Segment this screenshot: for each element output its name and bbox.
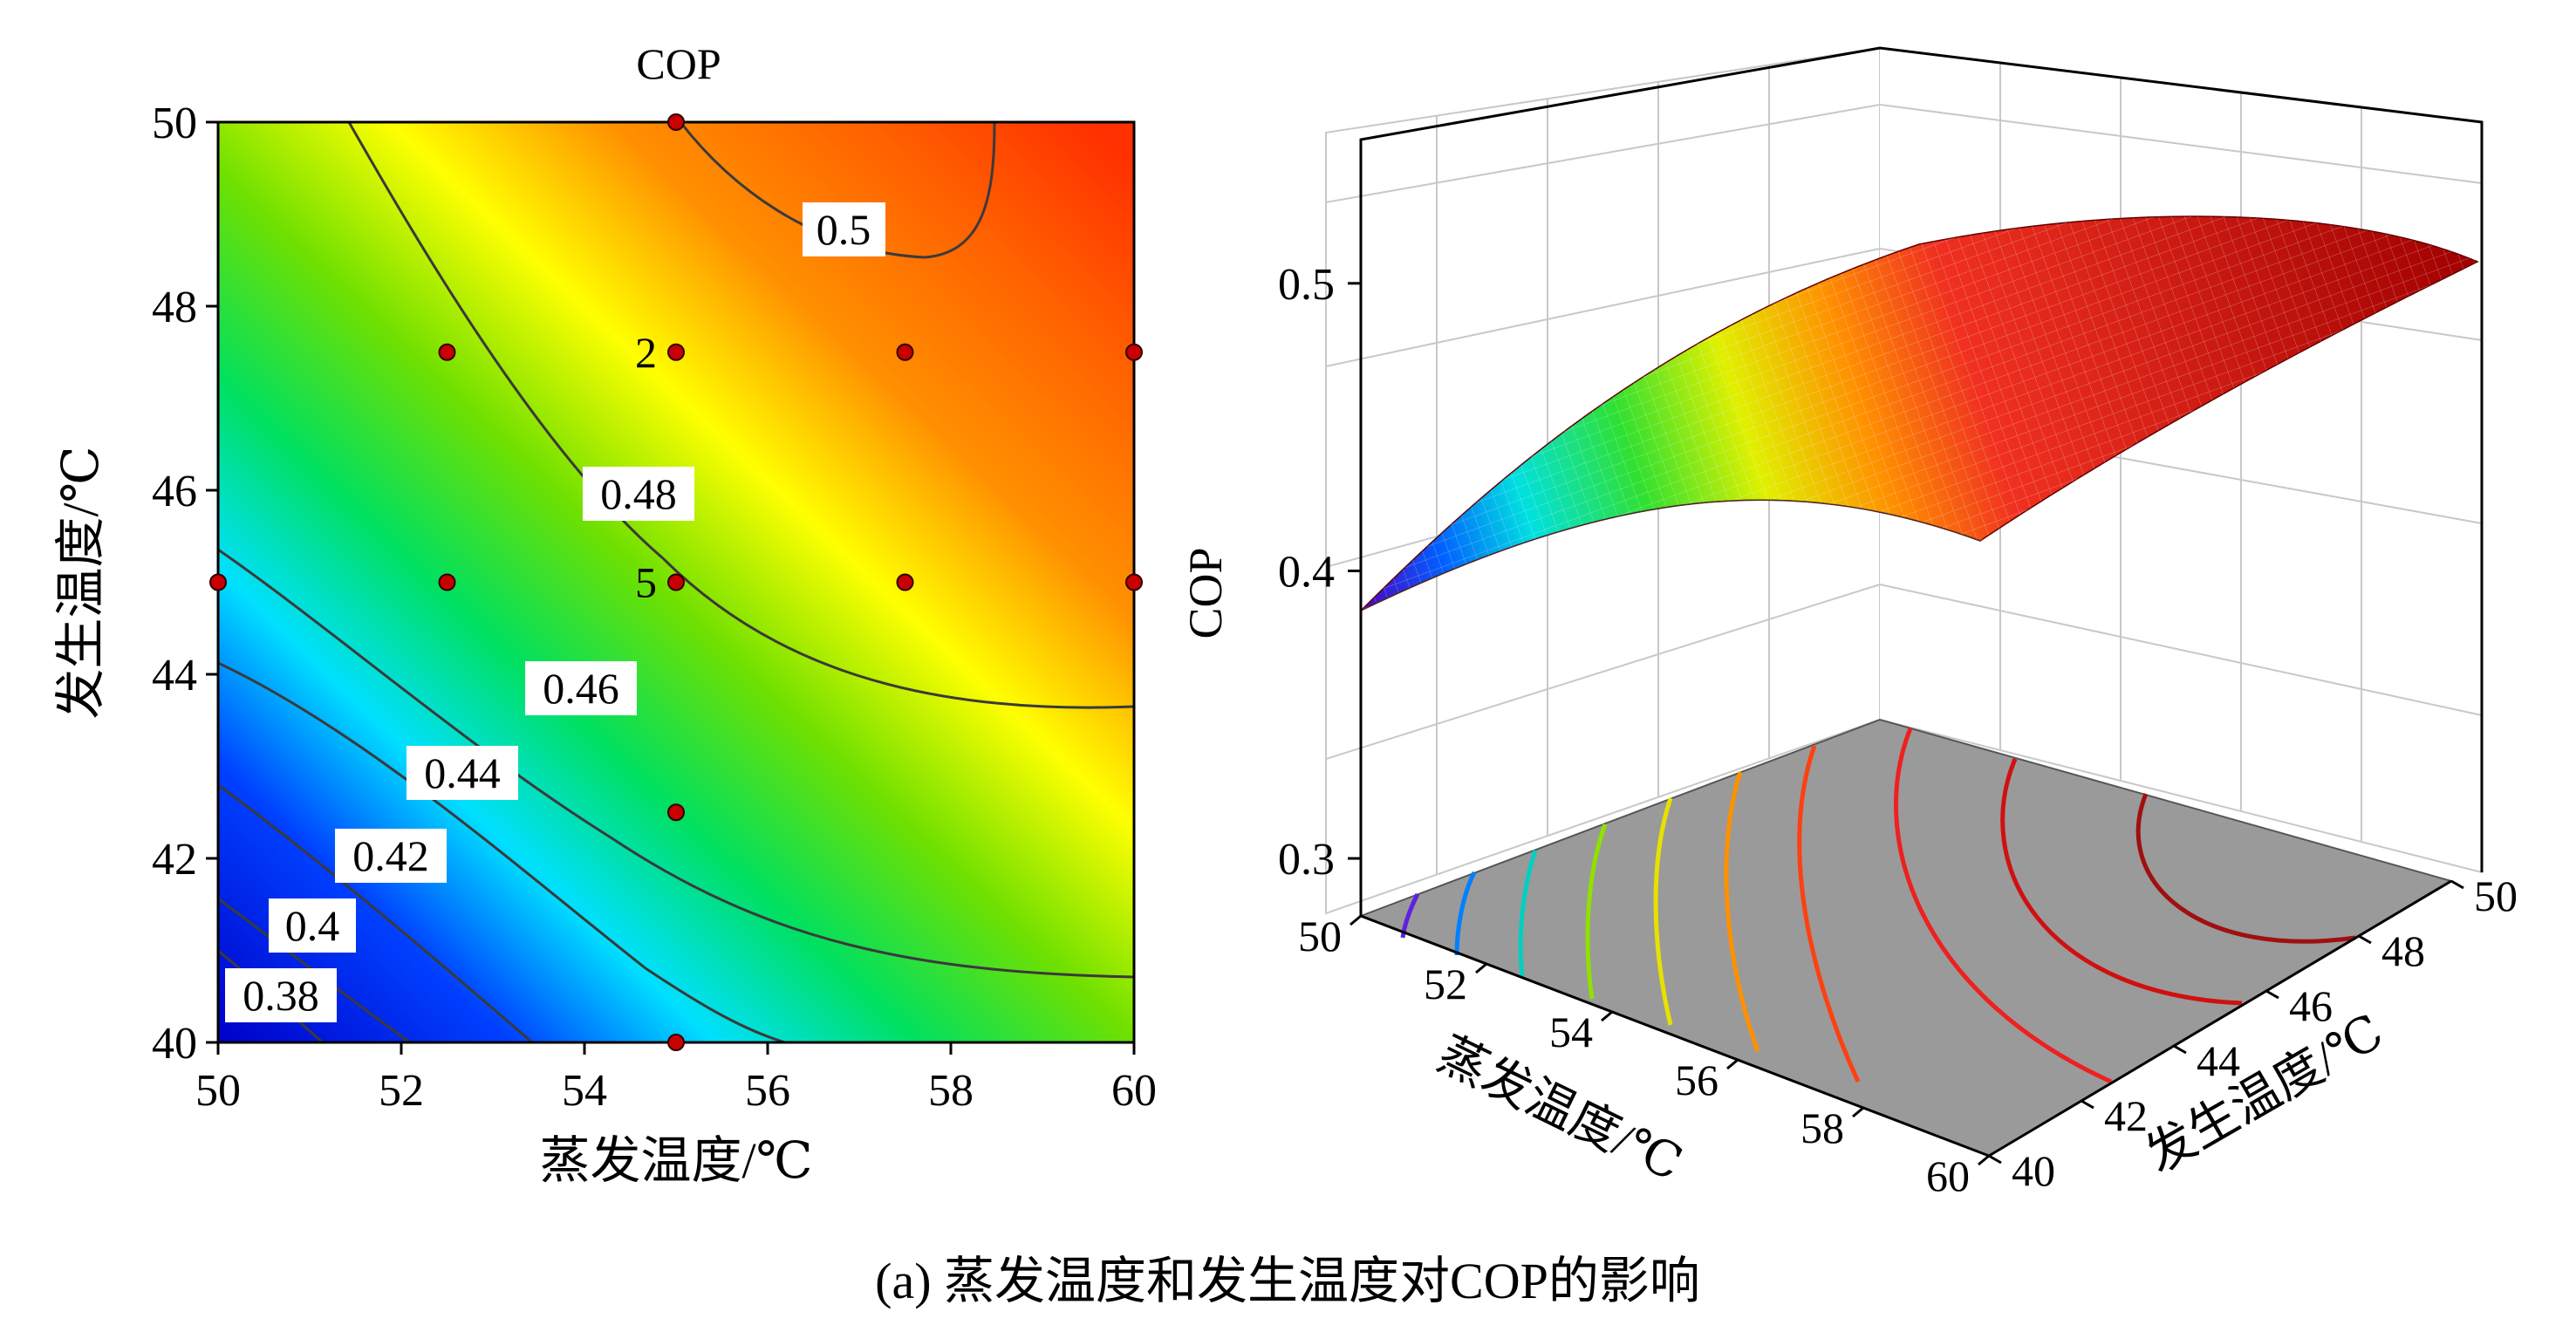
point-count-label: 5 (635, 558, 657, 607)
design-point (667, 803, 685, 822)
contour-0.48 (347, 122, 1134, 709)
surface-x-tick-label: 50 (1298, 912, 1342, 960)
point-labels: 25 (635, 328, 657, 607)
x-tick-label: 50 (195, 1066, 241, 1116)
design-point (896, 573, 914, 591)
contour-label-0.44: 0.44 (424, 748, 501, 797)
z-tick-label: 0.3 (1278, 835, 1335, 885)
surface-z-ticks: 0.3 0.4 0.5 (1278, 260, 1361, 885)
contour-level-labels: 0.5 0.48 0.46 0.44 0.42 0.4 0.38 (225, 202, 885, 1022)
contour-label-0.4: 0.4 (285, 901, 340, 950)
surface-x-tick-label: 52 (1424, 960, 1467, 1008)
x-tick-label: 54 (562, 1066, 607, 1116)
surface-y-tick-mark (2450, 879, 2464, 890)
contour-label-0.42: 0.42 (352, 831, 429, 880)
surface-y-tick-label: 48 (2381, 926, 2425, 975)
design-point (667, 573, 685, 591)
surface-x-tick-label: 60 (1926, 1151, 1970, 1200)
surface-y-tick-mark (2265, 989, 2279, 1000)
contour-0.46 (218, 548, 1134, 979)
surface-y-tick-label: 40 (2012, 1146, 2055, 1195)
contour-0.44 (218, 661, 786, 1042)
y-tick-label: 48 (152, 283, 197, 332)
design-point (1125, 343, 1143, 361)
surface-y-tick-label: 44 (2197, 1036, 2240, 1085)
surface-x-tick-mark (1978, 1154, 1990, 1166)
surface-z-axis-label: COP (1179, 547, 1232, 639)
contour-x-axis-label: 蒸发温度/℃ (540, 1132, 813, 1189)
surface-y-ticks: 40 42 44 46 48 50 (1988, 871, 2518, 1195)
contour-x-ticks: 50 52 54 56 58 60 (195, 1042, 1157, 1116)
surface-x-tick-mark (1475, 962, 1487, 974)
surface-x-tick-label: 58 (1800, 1103, 1844, 1152)
design-point (1125, 573, 1143, 591)
surface-y-tick-label: 46 (2289, 981, 2333, 1030)
design-point (667, 1034, 685, 1051)
floor-contours (1400, 728, 2356, 1084)
surface-x-tick-mark (1349, 914, 1362, 926)
contour-y-axis-label: 发生温度/℃ (52, 447, 109, 720)
design-point (209, 573, 227, 591)
surface-x-tick-mark (1726, 1058, 1739, 1070)
surface-y-tick-mark (2358, 934, 2372, 945)
design-point (896, 343, 914, 361)
z-tick-label: 0.4 (1278, 547, 1335, 597)
x-tick-label: 60 (1111, 1066, 1157, 1116)
contour-label-0.5: 0.5 (817, 205, 871, 254)
contour-title: COP (636, 39, 721, 88)
design-points (209, 113, 1143, 1051)
surface-y-tick-mark (1988, 1154, 2002, 1165)
contour-chart: COP 0.5 0.48 0.46 0.44 0 (52, 39, 1157, 1189)
design-point (667, 343, 685, 361)
surface-x-tick-mark (1601, 1010, 1613, 1022)
contour-0.50 (679, 122, 996, 259)
y-tick-label: 42 (152, 835, 197, 885)
design-point (438, 343, 456, 361)
y-tick-label: 44 (152, 651, 197, 700)
x-tick-label: 58 (928, 1066, 974, 1116)
surface-x-tick-label: 56 (1675, 1055, 1718, 1104)
surface-y-tick-mark (2173, 1044, 2187, 1055)
figure-caption: (a) 蒸发温度和发生温度对COP的影响 (875, 1253, 1700, 1309)
contour-label-0.46: 0.46 (543, 664, 619, 713)
x-tick-label: 52 (379, 1066, 424, 1116)
contour-label-0.38: 0.38 (243, 971, 319, 1020)
point-count-label: 2 (635, 328, 657, 377)
contour-0.42 (218, 783, 533, 1042)
surface-y-tick-label: 42 (2104, 1091, 2148, 1140)
cop-surface (1360, 215, 2479, 611)
surface-y-tick-mark (2081, 1099, 2094, 1110)
y-tick-label: 40 (152, 1019, 197, 1069)
z-tick-label: 0.5 (1278, 260, 1335, 310)
contour-y-ticks: 40 42 44 46 48 50 (152, 99, 218, 1069)
y-tick-label: 50 (152, 99, 197, 148)
x-tick-label: 56 (745, 1066, 790, 1116)
surface-y-tick-label: 50 (2474, 871, 2518, 920)
surface-x-ticks: 50 52 54 56 58 60 (1298, 912, 1990, 1200)
y-tick-label: 46 (152, 467, 197, 516)
design-point (667, 113, 685, 131)
surface-x-tick-mark (1852, 1106, 1864, 1118)
design-point (438, 573, 456, 591)
contour-label-0.48: 0.48 (600, 469, 677, 518)
surface-x-tick-label: 54 (1549, 1008, 1593, 1056)
